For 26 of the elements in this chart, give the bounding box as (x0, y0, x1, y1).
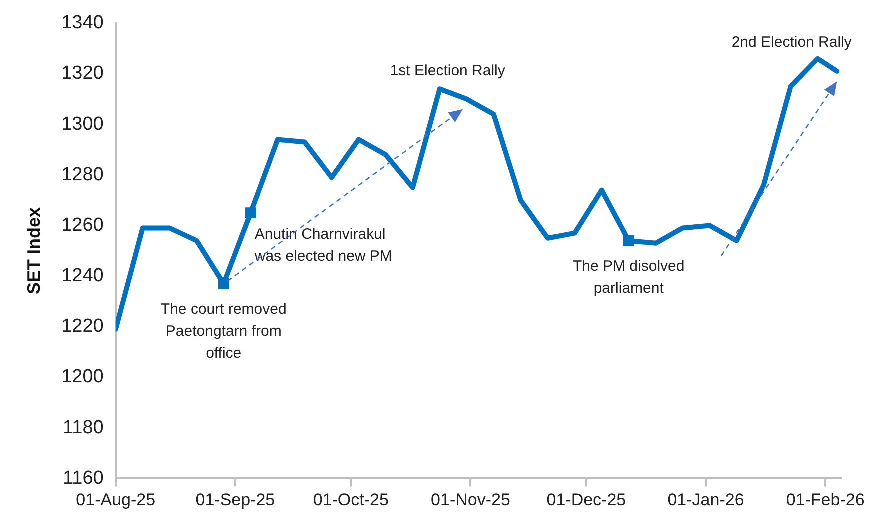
annotation: The court removed Paetongtarn from office (160, 301, 287, 362)
y-tick-label: 1180 (63, 417, 104, 438)
annotation: 2nd Election Rally (732, 34, 852, 51)
y-axis-title: SET Index (24, 207, 44, 295)
y-tick-label: 1240 (62, 266, 104, 287)
x-tick-label: 01-Nov-25 (431, 490, 510, 510)
point (245, 208, 256, 219)
y-tick-label: 1160 (63, 468, 104, 489)
y-tick-label: 1320 (62, 63, 104, 84)
annotation: 1st Election Rally (390, 62, 506, 80)
x-tick-label: 01-Jan-26 (668, 490, 744, 510)
point (218, 278, 230, 290)
y-tick-label: 1340 (62, 12, 104, 34)
annotation: Anutin Charnvirakul was elected new PM (254, 226, 392, 266)
point (623, 235, 634, 246)
y-tick-label: 1200 (62, 366, 104, 388)
x-tick-label: 01-Aug-25 (76, 490, 156, 510)
y-tick-label: 1220 (62, 316, 104, 338)
annotation: The PM disolved parliament (573, 258, 685, 298)
y-tick-label: 1260 (62, 214, 104, 236)
x-tick-label: 01-Feb-26 (786, 490, 865, 510)
x-tick-label: 01-Dec-25 (546, 490, 626, 510)
x-tick-label: 01-Oct-25 (313, 490, 389, 510)
y-tick-label: 1280 (62, 164, 104, 186)
x-tick-label: 01-Sep-25 (196, 490, 276, 510)
y-tick-label: 1300 (62, 114, 104, 135)
